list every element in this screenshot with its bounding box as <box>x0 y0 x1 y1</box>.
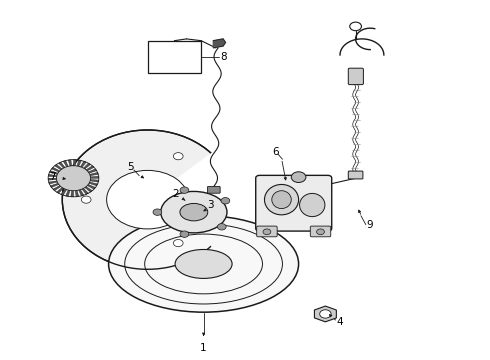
Text: 6: 6 <box>272 147 278 157</box>
Ellipse shape <box>161 192 227 233</box>
Polygon shape <box>50 183 59 188</box>
Polygon shape <box>75 190 79 197</box>
Polygon shape <box>71 191 74 197</box>
Circle shape <box>350 22 362 31</box>
Circle shape <box>319 310 331 318</box>
Polygon shape <box>49 181 57 184</box>
Circle shape <box>173 239 183 247</box>
Polygon shape <box>48 178 56 180</box>
Ellipse shape <box>299 193 325 217</box>
Polygon shape <box>77 160 81 166</box>
Polygon shape <box>68 160 72 166</box>
Polygon shape <box>53 185 61 191</box>
Circle shape <box>263 229 271 235</box>
Text: 4: 4 <box>337 317 343 327</box>
Ellipse shape <box>180 203 208 221</box>
Ellipse shape <box>265 184 298 215</box>
Polygon shape <box>55 165 62 170</box>
Polygon shape <box>59 162 65 168</box>
Circle shape <box>56 166 91 191</box>
Polygon shape <box>80 161 86 167</box>
Polygon shape <box>66 190 70 197</box>
Circle shape <box>291 172 306 183</box>
Text: 9: 9 <box>366 220 372 230</box>
FancyBboxPatch shape <box>257 226 277 237</box>
Polygon shape <box>61 189 67 195</box>
Polygon shape <box>63 161 68 167</box>
Polygon shape <box>49 171 58 174</box>
Ellipse shape <box>109 216 298 312</box>
Text: 2: 2 <box>172 189 179 199</box>
Circle shape <box>218 224 226 230</box>
Polygon shape <box>49 174 57 177</box>
Bar <box>147 41 201 73</box>
Circle shape <box>180 231 189 237</box>
Polygon shape <box>90 180 98 182</box>
Polygon shape <box>213 39 225 48</box>
FancyBboxPatch shape <box>207 186 220 193</box>
Circle shape <box>173 153 183 160</box>
Polygon shape <box>88 169 97 173</box>
Ellipse shape <box>107 170 189 229</box>
Polygon shape <box>90 172 98 176</box>
Polygon shape <box>85 186 92 192</box>
Text: 5: 5 <box>127 162 134 172</box>
FancyBboxPatch shape <box>310 226 331 237</box>
Polygon shape <box>56 188 64 193</box>
Circle shape <box>180 187 189 193</box>
Ellipse shape <box>62 130 233 269</box>
Wedge shape <box>147 145 252 254</box>
Text: 8: 8 <box>220 52 226 62</box>
Circle shape <box>81 196 91 203</box>
Polygon shape <box>86 166 94 171</box>
FancyBboxPatch shape <box>348 68 364 85</box>
Polygon shape <box>79 190 84 196</box>
Polygon shape <box>91 176 99 178</box>
FancyBboxPatch shape <box>348 171 363 179</box>
Polygon shape <box>83 163 91 169</box>
FancyBboxPatch shape <box>256 175 332 231</box>
Circle shape <box>221 198 230 204</box>
Polygon shape <box>82 188 88 194</box>
Ellipse shape <box>272 191 291 208</box>
Polygon shape <box>51 167 60 172</box>
Polygon shape <box>89 182 98 186</box>
Text: 7: 7 <box>49 172 56 182</box>
Text: 3: 3 <box>208 200 214 210</box>
Polygon shape <box>87 184 96 189</box>
Text: 1: 1 <box>200 343 207 353</box>
Polygon shape <box>74 159 76 166</box>
Circle shape <box>153 209 162 215</box>
Ellipse shape <box>175 249 232 278</box>
Polygon shape <box>315 306 336 322</box>
Circle shape <box>317 229 324 235</box>
